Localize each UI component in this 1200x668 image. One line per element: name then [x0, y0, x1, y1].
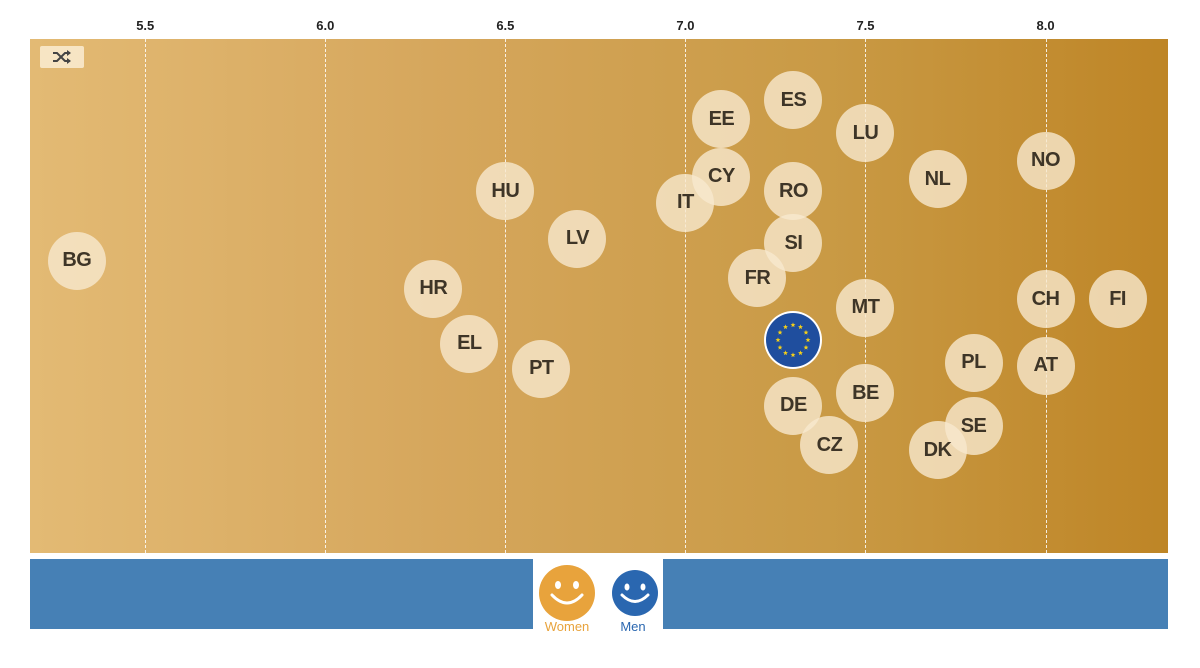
country-bubble-pl[interactable]: PL — [944, 333, 1003, 392]
x-axis: 5.5 6.0 6.5 7.0 7.5 8.0 — [30, 10, 1168, 40]
country-bubble-be[interactable]: BE — [836, 364, 895, 423]
smiley-women-icon — [539, 565, 595, 621]
shuffle-button[interactable] — [40, 46, 84, 68]
country-bubble-cy[interactable]: CY — [692, 147, 751, 206]
smiley-men-icon — [612, 570, 658, 616]
men-label: Men — [620, 619, 646, 634]
country-bubble-hu[interactable]: HU — [476, 162, 535, 221]
x-tick-label: 7.0 — [676, 18, 695, 33]
gridline — [145, 39, 147, 553]
country-bubble-mt[interactable]: MT — [836, 278, 895, 337]
eu-average-bubble[interactable] — [764, 310, 823, 369]
x-tick-label: 5.5 — [136, 18, 155, 33]
country-bubble-pt[interactable]: PT — [512, 339, 571, 398]
men-option[interactable]: Men — [599, 558, 659, 634]
country-bubble-no[interactable]: NO — [1016, 131, 1075, 190]
country-bubble-ee[interactable]: EE — [692, 90, 751, 149]
women-label: Women — [544, 619, 590, 634]
gridline — [505, 39, 507, 553]
gridline — [685, 39, 687, 553]
country-bubble-el[interactable]: EL — [440, 314, 499, 373]
country-bubble-dk[interactable]: DK — [908, 421, 967, 480]
x-tick-label: 6.5 — [496, 18, 515, 33]
shuffle-icon — [53, 50, 71, 64]
plot-area: BG HU LV HR EL PT EE ES CY IT RO SI FR LU NL NO MT CH FI PL… — [30, 39, 1168, 553]
country-bubble-lv[interactable]: LV — [548, 209, 607, 268]
country-bubble-nl[interactable]: NL — [908, 150, 967, 209]
country-bubble-fr[interactable]: FR — [728, 249, 787, 307]
country-bubble-cz[interactable]: CZ — [800, 416, 859, 475]
country-bubble-at[interactable]: AT — [1016, 336, 1075, 395]
country-bubble-es[interactable]: ES — [764, 71, 823, 130]
women-option[interactable]: Women — [533, 558, 595, 634]
country-bubble-ro[interactable]: RO — [764, 162, 823, 221]
country-bubble-hr[interactable]: HR — [404, 259, 463, 318]
gridline — [325, 39, 327, 553]
country-bubble-it[interactable]: IT — [656, 173, 715, 232]
x-tick-label: 7.5 — [856, 18, 875, 33]
x-tick-label: 6.0 — [316, 18, 335, 33]
eu-flag-icon — [766, 312, 821, 367]
x-tick-label: 8.0 — [1036, 18, 1055, 33]
gender-toggle: Women Men — [533, 556, 663, 634]
country-bubble-bg[interactable]: BG — [47, 231, 106, 290]
country-bubble-lu[interactable]: LU — [836, 104, 895, 163]
country-bubble-ch[interactable]: CH — [1016, 270, 1075, 329]
country-bubble-fi[interactable]: FI — [1088, 270, 1147, 329]
